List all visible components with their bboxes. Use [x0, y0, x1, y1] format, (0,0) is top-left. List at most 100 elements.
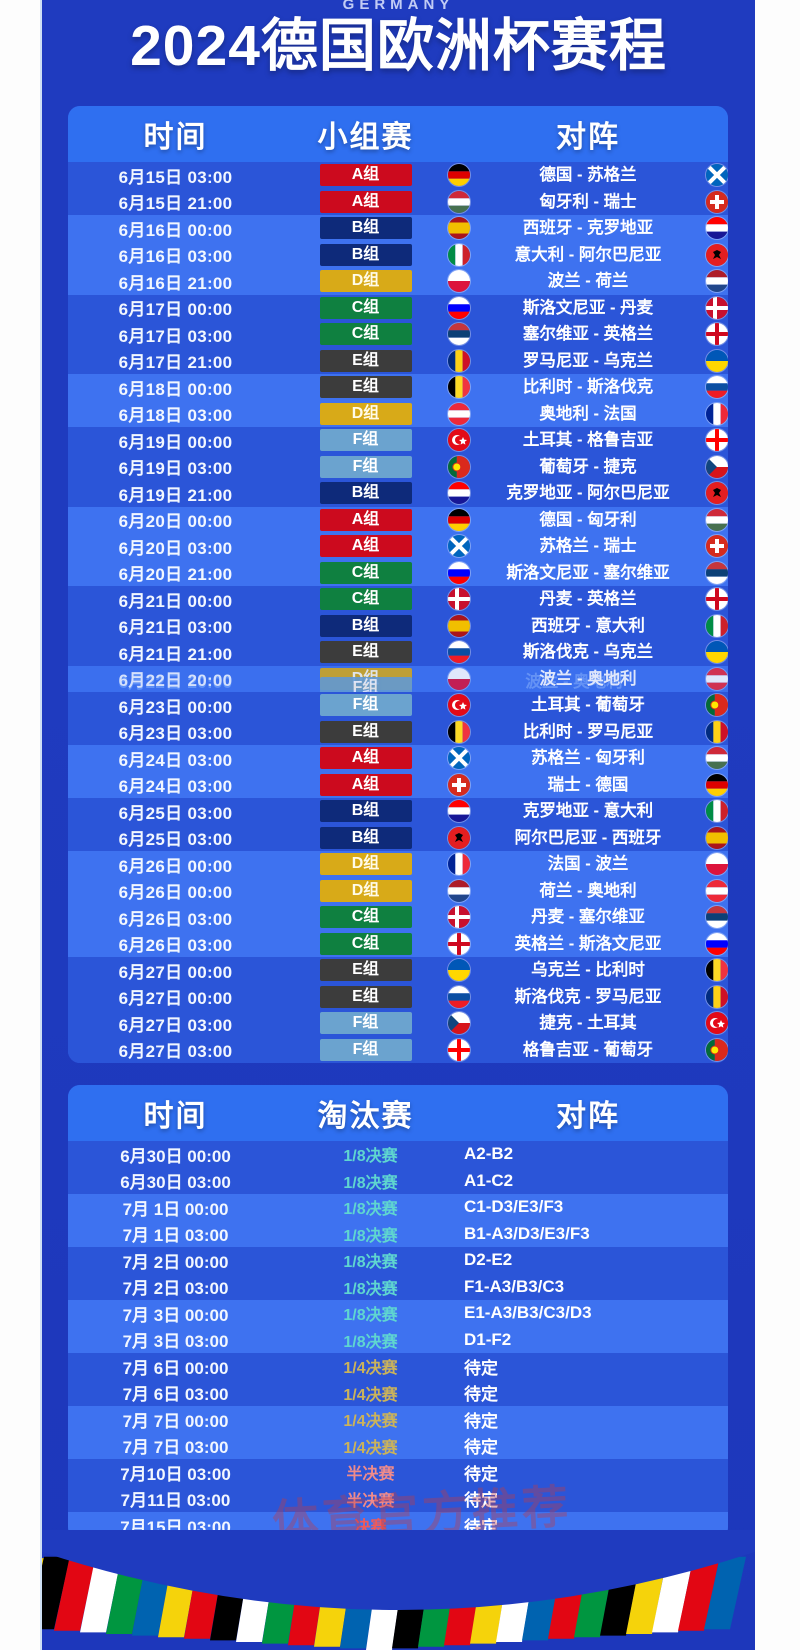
group-badge-cell: D组 F组 — [283, 667, 448, 699]
match-time: 6月25日 03:00 — [118, 830, 233, 850]
knockout-row: 7月 7日 00:00 1/4决赛 待定 — [68, 1406, 728, 1433]
match-cell: 英格兰 - 斯洛文尼亚 — [448, 931, 728, 958]
ko-matchup: F1-A3/B3/C3 — [464, 1276, 565, 1296]
away-flag-icon — [706, 164, 728, 186]
poster-left-edge — [40, 0, 42, 1650]
group-badge: E组 — [319, 985, 412, 1008]
ko-time: 7月10日 03:00 — [120, 1464, 231, 1484]
group-badge: D组 — [319, 879, 412, 902]
group-match-row: 6月24日 03:00 A组 瑞士 - 德国 — [68, 771, 728, 799]
match-cell: 波兰 - 荷兰 — [448, 268, 728, 295]
match-cell: 丹麦 - 塞尔维亚 — [448, 904, 728, 931]
group-badge: B组 — [319, 482, 412, 505]
group-match-row: 6月26日 00:00 D组 法国 - 波兰 — [68, 851, 728, 878]
away-flag-icon — [706, 296, 728, 319]
knockout-header: 时间 淘汰赛 对阵 — [68, 1085, 728, 1141]
group-badge-cell: C组 — [283, 588, 448, 611]
group-match-row: 6月20日 00:00 A组 德国 - 匈牙利 — [68, 506, 728, 533]
home-flag-icon — [448, 508, 470, 531]
match-teams: 葡萄牙 - 捷克 — [539, 457, 637, 476]
away-flag-icon — [706, 853, 728, 875]
group-match-row: 6月27日 03:00 F组 格鲁吉亚 - 葡萄牙 — [68, 1036, 728, 1063]
group-badge-cell: C组 — [283, 932, 448, 955]
match-teams: 斯洛伐克 - 乌克兰 — [522, 643, 654, 661]
away-flag-icon — [706, 694, 728, 716]
ko-stage: 1/4决赛 — [343, 1439, 398, 1457]
ko-stage: 1/8决赛 — [343, 1201, 398, 1219]
match-cell: 苏格兰 - 瑞士 — [448, 533, 728, 560]
knockout-row: 7月 6日 03:00 1/4决赛 待定 — [68, 1379, 728, 1406]
match-time: 6月20日 21:00 — [118, 565, 233, 585]
group-stage-header: 时间 小组赛 对阵 — [68, 106, 728, 162]
away-flag-icon — [706, 323, 728, 345]
away-flag-icon — [706, 561, 728, 584]
knockout-row: 7月 3日 03:00 1/8决赛 D1-F2 — [68, 1326, 728, 1353]
match-teams: 苏格兰 - 匈牙利 — [531, 749, 645, 767]
match-teams: 阿尔巴尼亚 - 西班牙 — [514, 828, 662, 847]
match-time: 6月21日 00:00 — [118, 591, 233, 611]
match-teams: 克罗地亚 - 阿尔巴尼亚 — [506, 484, 670, 502]
ko-time: 6月30日 03:00 — [120, 1173, 231, 1193]
ko-matchup: 待定 — [464, 1385, 498, 1405]
group-match-row: 6月23日 03:00 E组 比利时 - 罗马尼亚 — [68, 718, 728, 745]
group-match-row: 6月16日 00:00 B组 西班牙 - 克罗地亚 — [68, 215, 728, 242]
away-flag-icon — [706, 614, 728, 637]
match-time: 6月18日 03:00 — [118, 406, 233, 426]
match-cell: 瑞士 - 德国 — [448, 772, 728, 799]
match-cell: 比利时 - 斯洛伐克 — [448, 374, 728, 401]
group-badge-cell: E组 — [283, 349, 448, 372]
group-match-row: 6月25日 03:00 B组 克罗地亚 - 意大利 — [68, 798, 728, 825]
away-flag-icon — [706, 985, 728, 1008]
home-flag-icon — [448, 906, 470, 928]
group-badge-cell: F组 — [283, 1012, 448, 1035]
home-flag-icon — [448, 243, 470, 266]
match-time: 6月20日 00:00 — [118, 512, 233, 532]
home-flag-icon — [448, 932, 470, 955]
away-flag-icon — [706, 906, 728, 928]
group-badge-cell: D组 — [283, 853, 448, 876]
home-flag-icon — [448, 667, 470, 690]
away-flag-icon — [706, 747, 728, 769]
match-time: 6月22日 20:00 — [118, 671, 233, 691]
home-flag-icon — [448, 535, 470, 557]
away-flag-icon — [706, 217, 728, 239]
match-time: 6月15日 03:00 — [118, 167, 233, 187]
group-match-row: 6月27日 00:00 E组 斯洛伐克 - 罗马尼亚 — [68, 983, 728, 1010]
home-flag-icon — [448, 694, 470, 716]
match-time: 6月18日 00:00 — [118, 379, 233, 399]
group-badge: F组 — [319, 455, 412, 478]
ko-header-time-label: 时间 — [143, 1100, 208, 1133]
group-match-row: 6月23日 00:00 F组 土耳其 - 葡萄牙 — [68, 692, 728, 719]
match-cell: 斯洛伐克 - 乌克兰 — [448, 639, 728, 666]
match-cell: 克罗地亚 - 意大利 — [448, 798, 728, 825]
match-teams: 波兰 - 奥地利 — [539, 669, 637, 688]
ko-matchup: 待定 — [464, 1438, 498, 1458]
supertitle: GERMANY — [342, 0, 455, 13]
group-match-row: 6月25日 03:00 B组 阿尔巴尼亚 - 西班牙 — [68, 824, 728, 851]
ko-time: 7月 7日 00:00 — [122, 1411, 229, 1431]
match-time: 6月21日 03:00 — [118, 618, 233, 638]
ko-stage: 半决赛 — [346, 1466, 395, 1484]
ko-matchup: D1-F2 — [464, 1329, 512, 1349]
flag-bunting-decoration — [42, 1530, 755, 1650]
group-badge-cell: D组 — [283, 270, 448, 293]
group-badge: F组 — [319, 429, 412, 452]
home-flag-icon — [448, 270, 470, 292]
home-flag-icon — [448, 402, 470, 425]
ko-matchup: B1-A3/D3/E3/F3 — [464, 1223, 590, 1243]
match-cell: 意大利 - 阿尔巴尼亚 — [448, 242, 728, 269]
ko-matchup: C1-D3/E3/F3 — [464, 1197, 564, 1217]
ko-time: 7月 1日 00:00 — [122, 1199, 229, 1219]
match-cell: 德国 - 苏格兰 — [448, 162, 728, 189]
group-badge: D组 — [319, 853, 412, 876]
ko-time: 7月 1日 03:00 — [122, 1226, 229, 1246]
knockout-row: 7月 3日 00:00 1/8决赛 E1-A3/B3/C3/D3 — [68, 1300, 728, 1327]
match-teams: 斯洛文尼亚 - 塞尔维亚 — [506, 563, 670, 582]
group-match-row: 6月17日 03:00 C组 塞尔维亚 - 英格兰 — [68, 321, 728, 348]
away-flag-icon — [706, 800, 728, 822]
match-time: 6月24日 03:00 — [118, 750, 233, 770]
group-badge: A组 — [319, 773, 412, 796]
match-time: 6月17日 00:00 — [118, 300, 233, 320]
match-cell: 匈牙利 - 瑞士 — [448, 189, 728, 216]
